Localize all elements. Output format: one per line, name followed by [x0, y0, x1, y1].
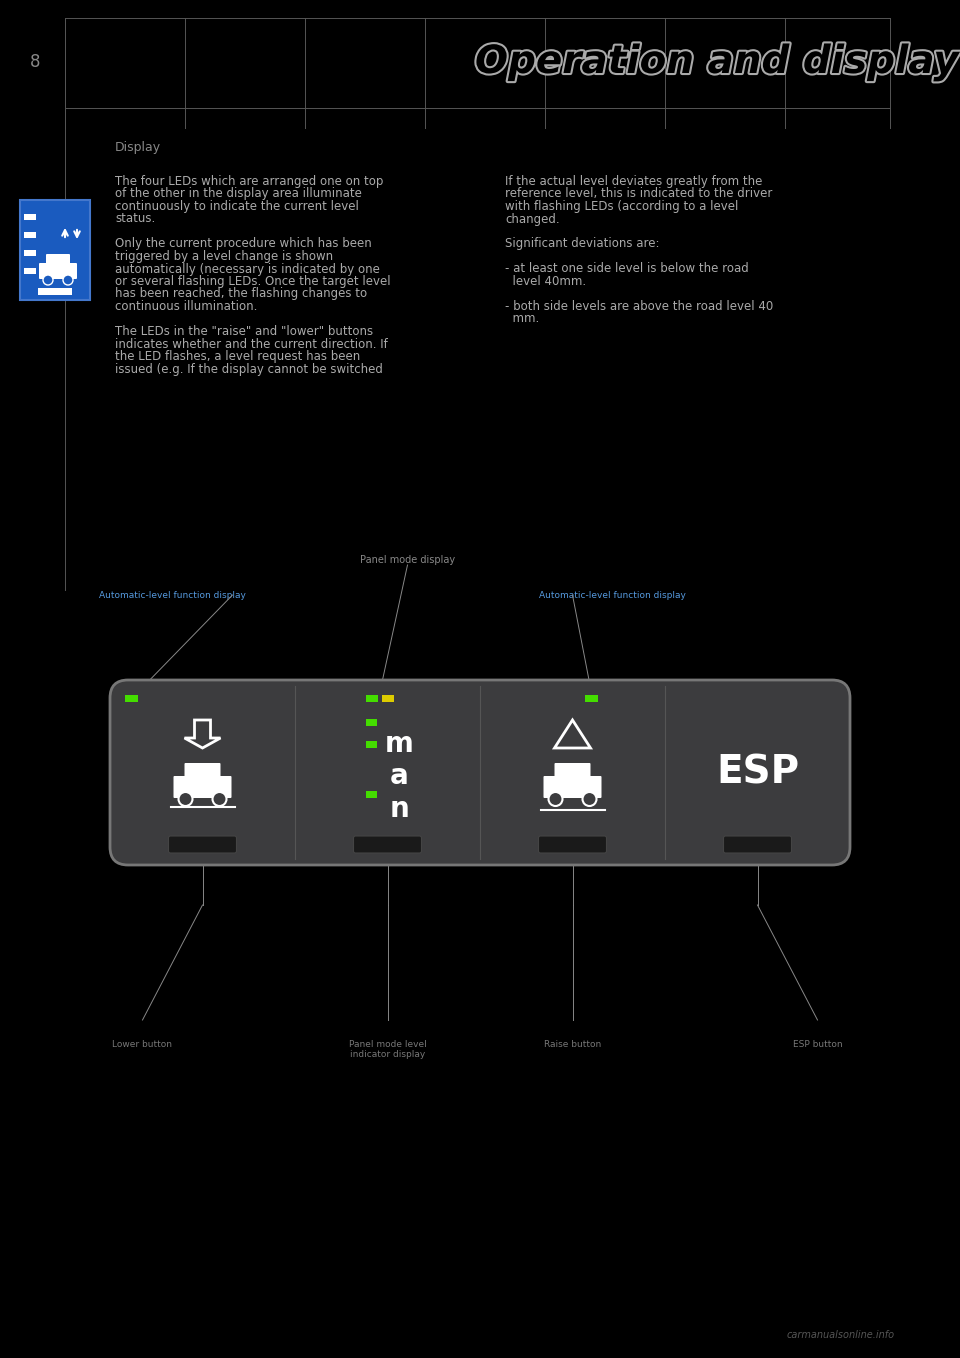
Text: continuous illumination.: continuous illumination.: [115, 300, 257, 312]
Bar: [366, 695, 377, 702]
Text: Operation and display: Operation and display: [475, 43, 959, 81]
Text: Panel mode level
indicator display: Panel mode level indicator display: [348, 1040, 426, 1059]
Text: Significant deviations are:: Significant deviations are:: [505, 238, 660, 250]
Circle shape: [583, 792, 596, 807]
Bar: [585, 695, 597, 702]
Text: - at least one side level is below the road: - at least one side level is below the r…: [505, 262, 749, 276]
Bar: [381, 695, 394, 702]
Text: Raise button: Raise button: [544, 1040, 601, 1048]
FancyBboxPatch shape: [20, 200, 90, 300]
Text: status.: status.: [115, 212, 156, 225]
FancyBboxPatch shape: [174, 775, 231, 799]
Text: triggered by a level change is shown: triggered by a level change is shown: [115, 250, 333, 263]
Text: Automatic-level function display: Automatic-level function display: [99, 591, 246, 599]
Text: ESP: ESP: [716, 754, 799, 792]
Text: Lower button: Lower button: [112, 1040, 173, 1048]
Text: changed.: changed.: [505, 212, 560, 225]
Bar: [24, 250, 36, 257]
Bar: [125, 695, 138, 702]
Bar: [366, 718, 376, 727]
FancyBboxPatch shape: [353, 837, 421, 853]
FancyBboxPatch shape: [169, 837, 236, 853]
Text: level 40mm.: level 40mm.: [505, 276, 587, 288]
Bar: [366, 790, 376, 799]
Text: m
a
n: m a n: [385, 729, 414, 823]
Bar: [24, 215, 36, 220]
Bar: [24, 268, 36, 274]
Circle shape: [179, 792, 193, 807]
Text: mm.: mm.: [505, 312, 540, 326]
Text: has been reached, the flashing changes to: has been reached, the flashing changes t…: [115, 288, 367, 300]
FancyBboxPatch shape: [543, 775, 602, 799]
Text: If the actual level deviates greatly from the: If the actual level deviates greatly fro…: [505, 175, 762, 187]
Text: Automatic-level function display: Automatic-level function display: [540, 591, 686, 599]
Bar: [38, 288, 72, 295]
FancyBboxPatch shape: [110, 680, 850, 865]
Circle shape: [212, 792, 227, 807]
FancyBboxPatch shape: [724, 837, 791, 853]
Circle shape: [43, 276, 53, 285]
Text: with flashing LEDs (according to a level: with flashing LEDs (according to a level: [505, 200, 738, 213]
FancyBboxPatch shape: [539, 837, 607, 853]
Text: Display: Display: [115, 141, 161, 155]
Text: automatically (necessary is indicated by one: automatically (necessary is indicated by…: [115, 262, 380, 276]
Text: The four LEDs which are arranged one on top: The four LEDs which are arranged one on …: [115, 175, 383, 187]
Text: indicates whether and the current direction. If: indicates whether and the current direct…: [115, 338, 388, 350]
FancyBboxPatch shape: [184, 763, 221, 778]
Text: ESP button: ESP button: [793, 1040, 842, 1048]
Text: - both side levels are above the road level 40: - both side levels are above the road le…: [505, 300, 773, 312]
Circle shape: [63, 276, 73, 285]
Text: Only the current procedure which has been: Only the current procedure which has bee…: [115, 238, 372, 250]
Text: of the other in the display area illuminate: of the other in the display area illumin…: [115, 187, 362, 201]
FancyBboxPatch shape: [46, 254, 70, 265]
Bar: [366, 741, 376, 748]
Text: The LEDs in the "raise" and "lower" buttons: The LEDs in the "raise" and "lower" butt…: [115, 325, 373, 338]
Text: reference level, this is indicated to the driver: reference level, this is indicated to th…: [505, 187, 773, 201]
Circle shape: [548, 792, 563, 807]
Text: 8: 8: [30, 53, 40, 71]
Text: continuously to indicate the current level: continuously to indicate the current lev…: [115, 200, 359, 213]
Text: carmanualsonline.info: carmanualsonline.info: [787, 1329, 895, 1340]
FancyBboxPatch shape: [39, 263, 77, 278]
Text: Panel mode display: Panel mode display: [360, 555, 455, 565]
Text: or several flashing LEDs. Once the target level: or several flashing LEDs. Once the targe…: [115, 276, 391, 288]
Text: the LED flashes, a level request has been: the LED flashes, a level request has bee…: [115, 350, 360, 363]
Text: issued (e.g. If the display cannot be switched: issued (e.g. If the display cannot be sw…: [115, 363, 383, 376]
Bar: [24, 232, 36, 238]
Bar: [366, 841, 376, 847]
FancyBboxPatch shape: [555, 763, 590, 778]
